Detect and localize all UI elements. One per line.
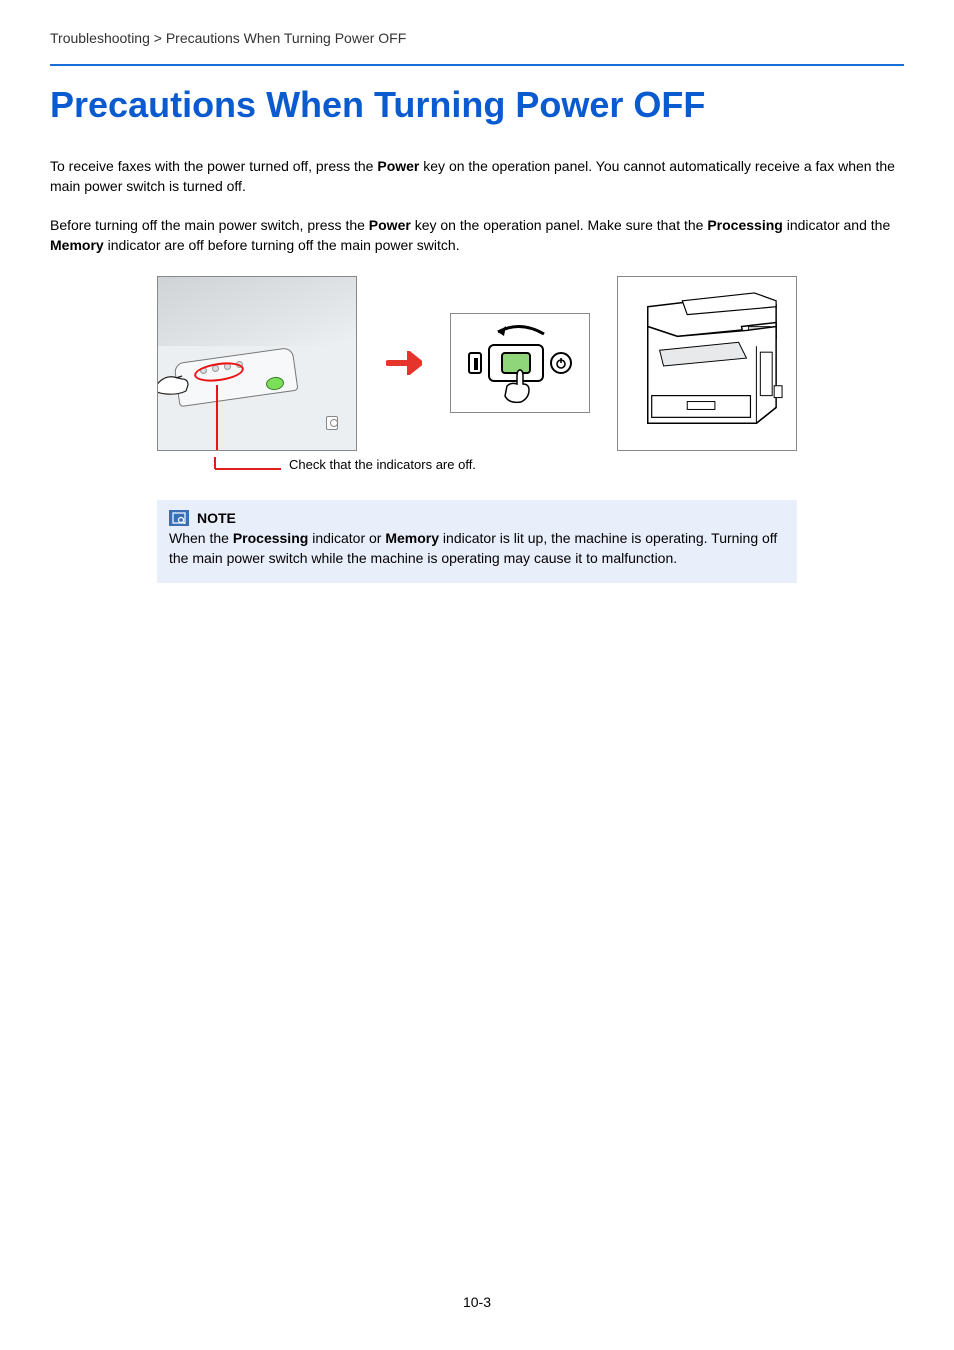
diagram-machine — [617, 276, 797, 451]
keyword-processing: Processing — [233, 530, 308, 546]
hand-icon — [157, 369, 198, 397]
keyword-memory: Memory — [385, 530, 439, 546]
keyword-power: Power — [377, 158, 419, 174]
text: indicator are off before turning off the… — [104, 237, 460, 253]
note-icon — [169, 510, 189, 526]
page-number: 10-3 — [0, 1294, 954, 1310]
breadcrumb: Troubleshooting > Precautions When Turni… — [50, 30, 904, 46]
callout: Check that the indicators are off. — [157, 457, 797, 475]
paragraph-1: To receive faxes with the power turned o… — [50, 156, 904, 197]
text: indicator and the — [783, 217, 890, 233]
paragraph-2: Before turning off the main power switch… — [50, 215, 904, 256]
page-title: Precautions When Turning Power OFF — [50, 84, 904, 126]
power-symbol-icon — [550, 352, 572, 374]
switch-slot-icon — [468, 352, 482, 374]
text: indicator or — [308, 530, 385, 546]
header-rule — [50, 64, 904, 66]
curved-arrow-icon — [490, 322, 550, 340]
note-body: When the Processing indicator or Memory … — [169, 528, 785, 569]
callout-connector-icon — [183, 457, 283, 475]
text: To receive faxes with the power turned o… — [50, 158, 377, 174]
page: Troubleshooting > Precautions When Turni… — [0, 0, 954, 1350]
diagram-row — [157, 273, 797, 453]
arrow-right-icon — [384, 351, 424, 375]
text: Before turning off the main power switch… — [50, 217, 369, 233]
note-label: NOTE — [197, 510, 236, 526]
hand-pressing-icon — [495, 368, 545, 408]
power-indicator-icon — [326, 416, 338, 430]
keyword-memory: Memory — [50, 237, 104, 253]
keyword-power: Power — [369, 217, 411, 233]
diagram-power-switch — [450, 313, 590, 413]
diagram-operation-panel — [157, 276, 357, 451]
keyword-processing: Processing — [707, 217, 782, 233]
note-box: NOTE When the Processing indicator or Me… — [157, 500, 797, 583]
text: key on the operation panel. Make sure th… — [411, 217, 708, 233]
figure-area: Check that the indicators are off. NOTE … — [50, 273, 904, 583]
callout-text: Check that the indicators are off. — [289, 457, 476, 472]
text: When the — [169, 530, 233, 546]
callout-leader-line — [216, 385, 218, 451]
